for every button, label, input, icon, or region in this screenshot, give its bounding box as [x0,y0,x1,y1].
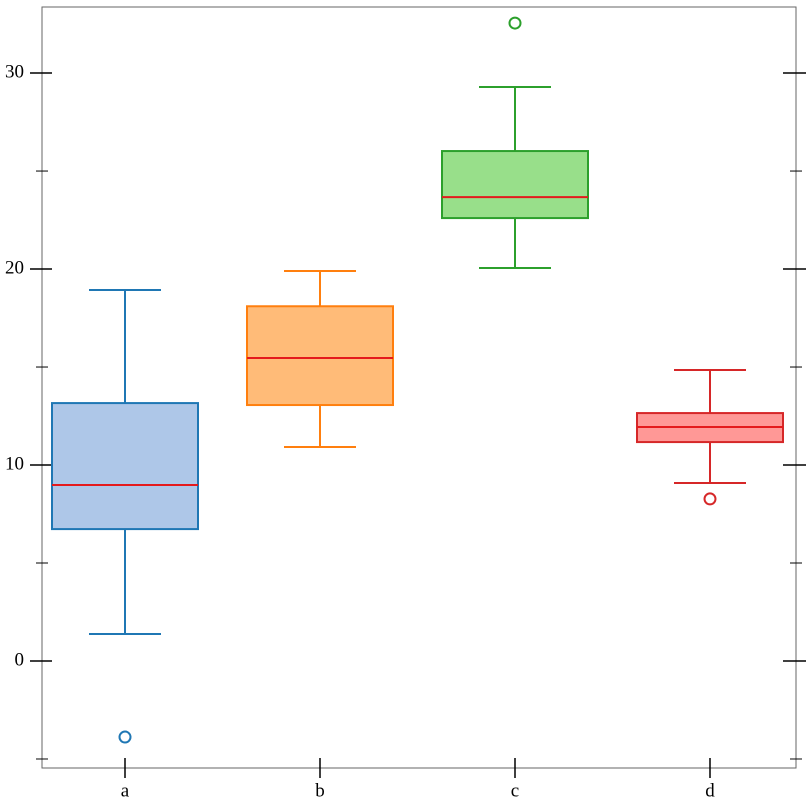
plot-frame [41,6,797,769]
box [51,402,199,531]
y-tick-label: 20 [5,257,24,278]
x-tick-label: d [705,780,715,801]
x-tick-label: a [121,780,130,801]
box [441,150,589,220]
y-tick-label: 10 [5,453,24,474]
box [246,305,394,407]
y-tick-label: 30 [5,61,24,82]
x-tick-label: c [511,780,519,801]
outlier [703,492,717,506]
outlier [508,16,522,30]
y-tick-label: 0 [15,649,25,670]
x-tick-label: b [315,780,325,801]
outlier [118,730,132,744]
